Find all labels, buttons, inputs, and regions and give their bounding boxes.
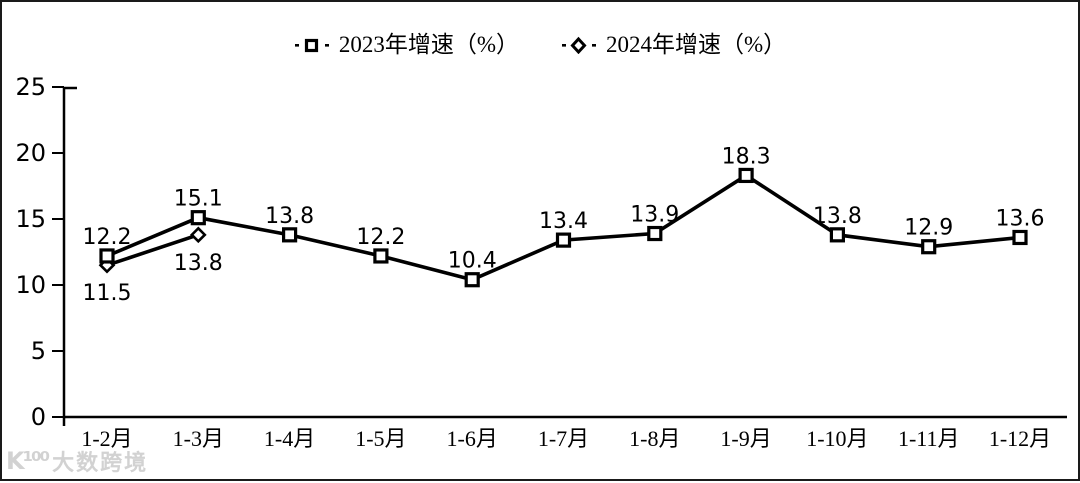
- svg-text:15: 15: [15, 205, 46, 233]
- svg-text:1-12月: 1-12月: [989, 426, 1051, 451]
- svg-text:15.1: 15.1: [174, 187, 223, 212]
- diamond-marker-icon: [562, 36, 596, 54]
- svg-text:0: 0: [31, 403, 46, 431]
- svg-text:13.9: 13.9: [630, 203, 679, 228]
- svg-text:1-7月: 1-7月: [538, 426, 589, 451]
- svg-text:18.3: 18.3: [722, 144, 771, 169]
- svg-text:1-5月: 1-5月: [355, 426, 406, 451]
- svg-text:13.4: 13.4: [539, 209, 588, 234]
- chart-legend: 2023年增速（%） 2024年增速（%）: [2, 32, 1078, 57]
- svg-text:1-9月: 1-9月: [720, 426, 771, 451]
- svg-text:10.4: 10.4: [448, 249, 497, 274]
- svg-text:1-10月: 1-10月: [806, 426, 868, 451]
- watermark-text: 大数跨境: [52, 450, 149, 475]
- legend-label-2024: 2024年增速（%）: [606, 32, 787, 57]
- legend-item-2024: 2024年增速（%）: [561, 32, 786, 57]
- svg-text:13.8: 13.8: [174, 251, 223, 276]
- legend-label-2023: 2023年增速（%）: [338, 32, 519, 57]
- svg-text:12.2: 12.2: [83, 225, 132, 250]
- svg-text:25: 25: [15, 73, 46, 101]
- svg-text:12.9: 12.9: [904, 216, 953, 241]
- svg-text:13.6: 13.6: [996, 206, 1045, 231]
- svg-text:11.5: 11.5: [83, 281, 132, 306]
- svg-text:20: 20: [15, 139, 46, 167]
- watermark-logo-icon: K¹⁰⁰: [6, 447, 50, 475]
- svg-text:1-3月: 1-3月: [173, 426, 224, 451]
- svg-text:1-11月: 1-11月: [898, 426, 960, 451]
- svg-text:10: 10: [15, 271, 46, 299]
- watermark: K¹⁰⁰ 大数跨境: [6, 445, 148, 477]
- square-marker-icon: [294, 38, 329, 52]
- svg-text:1-8月: 1-8月: [629, 426, 680, 451]
- svg-text:12.2: 12.2: [356, 225, 405, 250]
- legend-item-2023: 2023年增速（%）: [294, 32, 519, 57]
- svg-text:13.8: 13.8: [813, 204, 862, 229]
- svg-text:1-4月: 1-4月: [264, 426, 315, 451]
- svg-text:1-6月: 1-6月: [447, 426, 498, 451]
- svg-text:13.8: 13.8: [265, 204, 314, 229]
- svg-text:5: 5: [31, 337, 46, 365]
- svg-text:1-2月: 1-2月: [81, 426, 132, 451]
